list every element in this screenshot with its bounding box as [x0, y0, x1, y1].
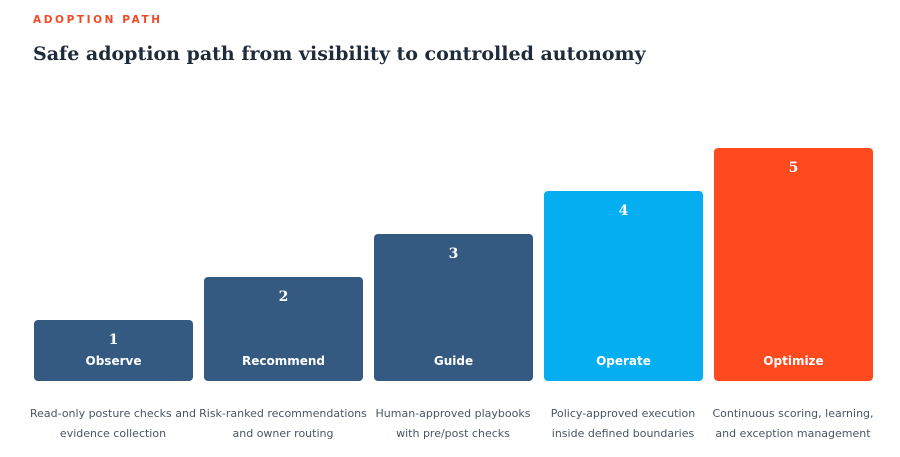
step-3-label: Guide: [433, 354, 474, 368]
step-2-description-line-1: Risk-ranked recommendations: [199, 407, 367, 420]
step-4-description-line-1: Policy-approved execution: [550, 407, 696, 420]
step-2-label: Recommend: [241, 354, 325, 368]
step-2-block: 2 Recommend: [204, 277, 363, 381]
step-3-description-line-1: Human-approved playbooks: [375, 407, 531, 420]
step-2-description-line-2: and owner routing: [232, 427, 334, 440]
step-4-description-line-2: inside defined boundaries: [551, 427, 695, 440]
step-1-description-line-2: evidence collection: [59, 427, 167, 440]
section-eyebrow: ADOPTION PATH: [33, 14, 163, 26]
step-4-number: 4: [618, 203, 629, 219]
step-1-number: 1: [108, 332, 119, 348]
page-title: Safe adoption path from visibility to co…: [33, 43, 646, 65]
step-4-block: 4 Operate: [544, 191, 703, 381]
step-4-description: Policy-approved execution inside defined…: [537, 404, 709, 444]
step-5-description-line-1: Continuous scoring, learning,: [712, 407, 874, 420]
step-1-description: Read-only posture checks and evidence co…: [27, 404, 199, 444]
step-5-description-line-2: and exception management: [715, 427, 871, 440]
step-5-description: Continuous scoring, learning, and except…: [707, 404, 879, 444]
step-5-number: 5: [788, 160, 799, 176]
step-3-description-line-2: with pre/post checks: [396, 427, 510, 440]
step-3-number: 3: [448, 246, 459, 262]
step-2-description: Risk-ranked recommendations and owner ro…: [197, 404, 369, 444]
step-5-block: 5 Optimize: [714, 148, 873, 381]
step-1-description-line-1: Read-only posture checks and: [30, 407, 196, 420]
step-2-number: 2: [278, 289, 289, 305]
step-3-block: 3 Guide: [374, 234, 533, 381]
step-3-description: Human-approved playbooks with pre/post c…: [367, 404, 539, 444]
step-5-label: Optimize: [763, 354, 824, 368]
step-1-block: 1 Observe: [34, 320, 193, 381]
step-4-label: Operate: [596, 354, 651, 368]
step-1-label: Observe: [85, 354, 142, 368]
